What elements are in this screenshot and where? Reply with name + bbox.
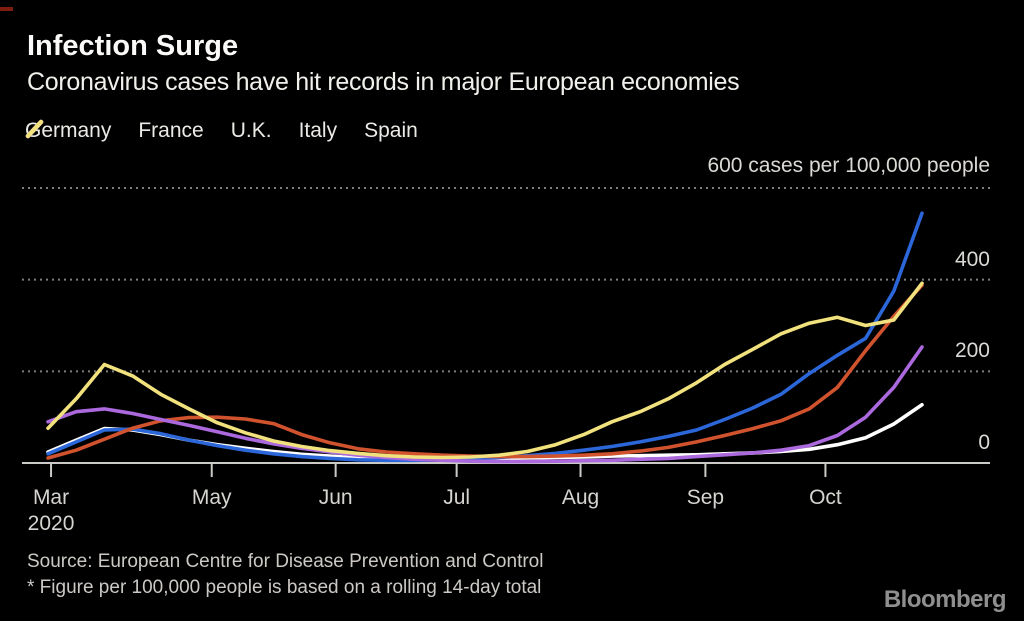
x-tick-sublabel-2020: 2020 <box>27 512 75 535</box>
series-line-france <box>46 211 924 463</box>
y-tick-label-0: 0 <box>978 431 990 454</box>
legend-label: Spain <box>364 119 418 142</box>
legend-swatch-icon <box>25 119 44 139</box>
chart-subtitle: Coronavirus cases have hit records in ma… <box>27 68 740 96</box>
legend-label: Germany <box>25 119 112 142</box>
legend-label: Italy <box>298 119 338 142</box>
series-line-italy <box>46 345 924 464</box>
y-tick-label-200: 200 <box>954 339 990 363</box>
legend-item-spain: Spain <box>25 119 418 143</box>
legend-label: France <box>138 119 204 142</box>
x-tick-label-aug: Aug <box>561 486 600 509</box>
y-tick-label-400: 400 <box>954 247 990 271</box>
series-line-germany <box>46 402 924 462</box>
legend-label: U.K. <box>230 119 272 142</box>
x-tick-label-mar: Mar 2020 <box>27 486 75 535</box>
chart-title: Infection Surge <box>27 30 239 62</box>
source-text: Source: European Centre for Disease Prev… <box>27 551 544 572</box>
x-tick-label-jul: Jul <box>443 486 471 509</box>
y-axis-unit-label: 600 cases per 100,000 people <box>707 154 990 177</box>
top-left-red-artifact <box>0 7 13 11</box>
series-line-spain <box>46 281 924 460</box>
x-tick-label-sep: Sep <box>686 486 725 509</box>
x-tick-label-jun: Jun <box>318 486 353 509</box>
footnote-text: * Figure per 100,000 people is based on … <box>27 577 542 598</box>
x-tick-label-may: May <box>191 486 232 509</box>
legend: Germany France U.K. Italy Spain <box>25 119 418 143</box>
bloomberg-logo: Bloomberg <box>883 586 1007 613</box>
x-tick-label-oct: Oct <box>809 486 842 509</box>
